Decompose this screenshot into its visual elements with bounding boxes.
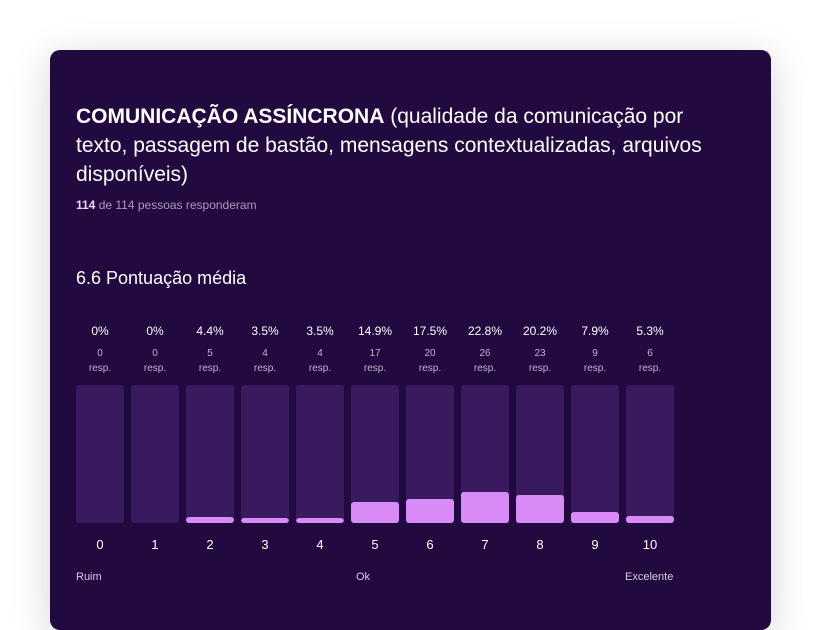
bar-count-label: 17 resp. xyxy=(351,346,399,376)
average-score: 6.6 Pontuação média xyxy=(76,268,247,288)
bar-track xyxy=(76,385,124,523)
bar-count-label: 20 resp. xyxy=(406,346,454,376)
bar-count-value: 9 xyxy=(592,348,598,359)
bar-fill xyxy=(516,495,564,523)
scale-label-low: Ruim xyxy=(76,571,102,583)
bar-track xyxy=(131,385,179,523)
x-tick-label: 10 xyxy=(642,537,658,552)
bar-count-unit: resp. xyxy=(88,363,112,374)
bar-track xyxy=(461,385,509,523)
bar-track xyxy=(186,385,234,523)
question-title-rest: (qualidade da comunicação por texto, pas… xyxy=(76,105,702,186)
bar-track xyxy=(351,385,399,523)
bar-count-unit: resp. xyxy=(363,363,387,374)
bar-count-label: 0 resp. xyxy=(131,346,179,376)
bar-track xyxy=(406,385,454,523)
x-tick-label: 7 xyxy=(481,537,489,552)
question-title: COMUNICAÇÃO ASSÍNCRONA (qualidade da com… xyxy=(76,102,736,189)
bar-percent-label: 7.9% xyxy=(581,324,609,338)
bar-percent-label: 22.8% xyxy=(467,324,503,338)
bar-count-label: 0 resp. xyxy=(76,346,124,376)
bar-count-unit: resp. xyxy=(253,363,277,374)
bar-fill xyxy=(296,518,344,523)
bar-count-value: 0 xyxy=(152,348,158,359)
bar-track xyxy=(516,385,564,523)
bar-count-label: 6 resp. xyxy=(626,346,674,376)
bar-count-unit: resp. xyxy=(583,363,607,374)
bar-fill xyxy=(461,491,509,523)
bar-percent-label: 4.4% xyxy=(196,324,224,338)
bar-track xyxy=(296,385,344,523)
x-tick-label: 6 xyxy=(426,537,434,552)
bar-count-label: 26 resp. xyxy=(461,346,509,376)
bar-count-label: 4 resp. xyxy=(241,346,289,376)
bar-track xyxy=(571,385,619,523)
bar-percent-label: 0% xyxy=(91,324,109,338)
bar-count-value: 20 xyxy=(424,348,436,359)
bar-fill xyxy=(241,518,289,523)
bar-count-label: 9 resp. xyxy=(571,346,619,376)
scale-label-high: Excelente xyxy=(625,571,674,583)
bar-fill xyxy=(626,515,674,523)
x-tick-label: 2 xyxy=(206,537,214,552)
x-tick-label: 4 xyxy=(316,537,324,552)
bar-count-value: 4 xyxy=(317,348,323,359)
bar-count-label: 4 resp. xyxy=(296,346,344,376)
bar-count-unit: resp. xyxy=(473,363,497,374)
bar-percent-label: 0% xyxy=(146,324,164,338)
bar-count-value: 23 xyxy=(534,348,546,359)
bar-percent-label: 5.3% xyxy=(636,324,664,338)
bar-count-unit: resp. xyxy=(528,363,552,374)
bar-count-value: 6 xyxy=(647,348,653,359)
bar-track xyxy=(626,385,674,523)
bar-count-unit: resp. xyxy=(638,363,662,374)
x-tick-label: 9 xyxy=(591,537,599,552)
bar-count-unit: resp. xyxy=(143,363,167,374)
bar-count-value: 26 xyxy=(479,348,491,359)
bar-count-unit: resp. xyxy=(418,363,442,374)
question-title-bold: COMUNICAÇÃO ASSÍNCRONA xyxy=(76,105,385,128)
bar-fill xyxy=(186,516,234,523)
bar-count-value: 4 xyxy=(262,348,268,359)
bar-count-label: 23 resp. xyxy=(516,346,564,376)
bar-count-unit: resp. xyxy=(198,363,222,374)
responded-text: de 114 pessoas responderam xyxy=(95,198,257,212)
x-tick-label: 1 xyxy=(151,537,159,552)
survey-question-card: COMUNICAÇÃO ASSÍNCRONA (qualidade da com… xyxy=(50,50,771,630)
x-tick-label: 0 xyxy=(96,537,104,552)
bar-count-value: 5 xyxy=(207,348,213,359)
responded-count: 114 de 114 pessoas responderam xyxy=(76,198,257,212)
bar-count-value: 0 xyxy=(97,348,103,359)
x-tick-label: 5 xyxy=(371,537,379,552)
bar-count-label: 5 resp. xyxy=(186,346,234,376)
bar-percent-label: 17.5% xyxy=(412,324,448,338)
bar-percent-label: 3.5% xyxy=(251,324,279,338)
bar-count-value: 17 xyxy=(369,348,381,359)
bar-percent-label: 3.5% xyxy=(306,324,334,338)
x-tick-label: 8 xyxy=(536,537,544,552)
bar-track xyxy=(241,385,289,523)
scale-label-mid: Ok xyxy=(356,571,371,583)
bar-fill xyxy=(571,512,619,523)
bar-percent-label: 14.9% xyxy=(357,324,393,338)
bar-percent-label: 20.2% xyxy=(522,324,558,338)
bar-fill xyxy=(406,498,454,523)
bar-fill xyxy=(351,502,399,523)
bar-count-unit: resp. xyxy=(308,363,332,374)
responded-number: 114 xyxy=(76,198,96,212)
x-tick-label: 3 xyxy=(261,537,269,552)
